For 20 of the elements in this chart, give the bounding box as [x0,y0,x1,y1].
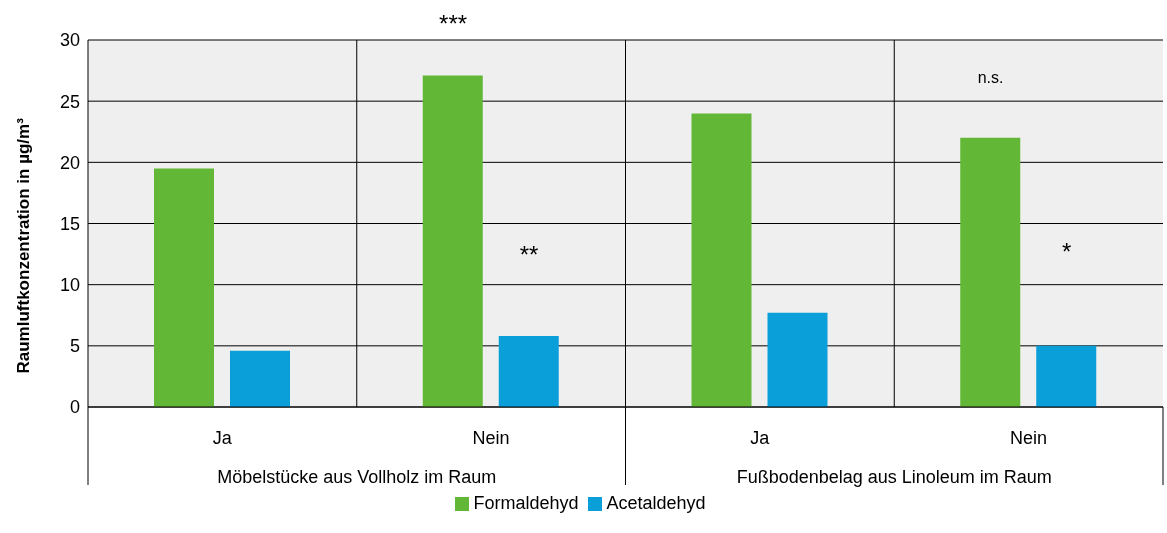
y-tick-label: 5 [69,336,80,357]
text: *** [439,10,468,37]
y-tick-label: 10 [59,275,80,296]
annotation: n.s. [977,69,1004,86]
y-axis-title: Raumluftkonzentration in µg/m³ [14,117,34,374]
y-tick-label: 20 [59,152,80,173]
legend-label: Acetaldehyd [606,493,706,513]
annotation: * [1061,238,1072,265]
y-tick-label: 15 [59,213,80,234]
x-tick-label: Ja [212,427,233,448]
x-tick-label: Ja [750,427,771,448]
x-tick-label: Nein [472,427,510,448]
text: Fußbodenbelag aus Linoleum im Raum [736,467,1052,487]
legend-label: Formaldehyd [473,493,579,513]
annotation: ** [519,241,539,268]
y-tick-label: 0 [69,397,80,418]
x-tick-label: Nein [1010,427,1048,448]
y-tick-label: 25 [59,91,80,112]
text: Möbelstücke aus Vollholz im Raum [217,467,497,487]
y-tick-label: 30 [59,30,80,51]
